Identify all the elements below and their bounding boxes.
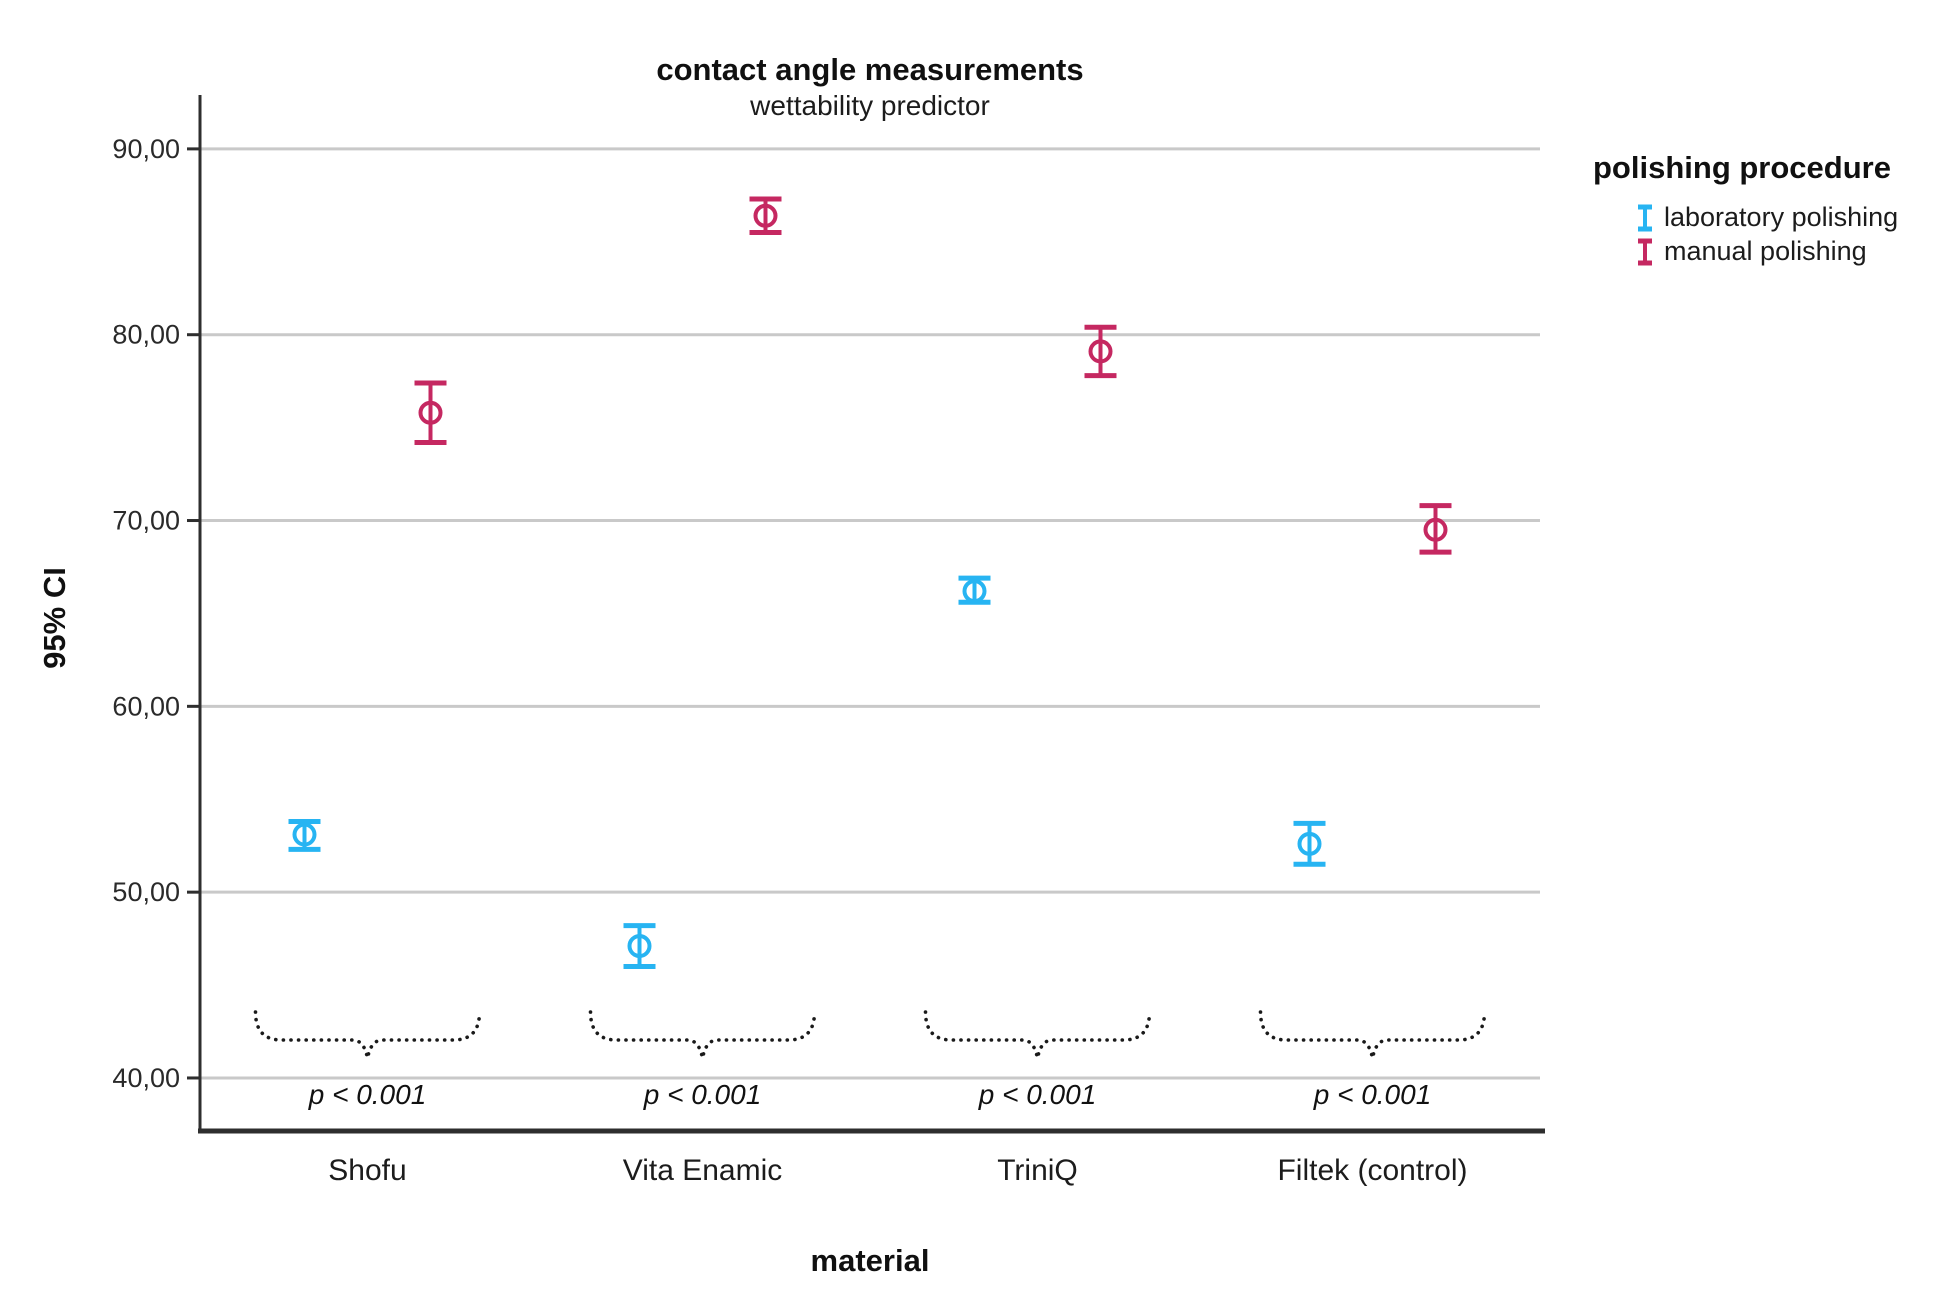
errorbar-icon <box>1638 238 1652 265</box>
p-value-label: p < 0.001 <box>308 1079 427 1110</box>
x-category-label: Shofu <box>328 1154 406 1187</box>
mean-marker <box>962 579 987 604</box>
p-value-label: p < 0.001 <box>643 1079 762 1110</box>
y-axis-title: 95% CI <box>37 567 72 669</box>
legend-item-laboratory-polishing: laboratory polishing <box>1637 202 1953 233</box>
legend-item-label: laboratory polishing <box>1664 202 1899 232</box>
mean-marker <box>418 400 443 425</box>
mean-marker <box>292 822 317 847</box>
y-tick-label: 50,00 <box>112 877 180 907</box>
chart-subtitle: wettability predictor <box>750 90 990 121</box>
legend: polishing procedure laboratory polishing… <box>1593 150 1953 270</box>
y-tick-label: 90,00 <box>112 134 180 164</box>
errorbar-icon <box>1638 204 1652 231</box>
significance-brace <box>1258 1010 1487 1059</box>
legend-item-label: manual polishing <box>1664 236 1867 266</box>
chart-title: contact angle measurements <box>656 52 1084 87</box>
x-category-label: TriniQ <box>997 1154 1078 1187</box>
significance-brace <box>588 1010 817 1059</box>
mean-marker <box>1423 517 1448 542</box>
significance-brace <box>253 1010 482 1059</box>
y-tick-label: 80,00 <box>112 320 180 350</box>
p-value-label: p < 0.001 <box>978 1079 1097 1110</box>
mean-marker <box>1297 831 1322 856</box>
significance-brace <box>923 1010 1152 1059</box>
x-axis-title: material <box>810 1243 930 1278</box>
y-tick-label: 60,00 <box>112 691 180 721</box>
x-category-label: Filtek (control) <box>1277 1154 1467 1187</box>
mean-marker <box>753 203 778 228</box>
legend-title: polishing procedure <box>1593 150 1891 185</box>
y-tick-label: 40,00 <box>112 1063 180 1093</box>
mean-marker <box>1088 339 1113 364</box>
y-tick-label: 70,00 <box>112 506 180 536</box>
p-value-label: p < 0.001 <box>1313 1079 1432 1110</box>
x-category-label: Vita Enamic <box>623 1154 783 1187</box>
mean-marker <box>627 934 652 959</box>
legend-item-manual-polishing: manual polishing <box>1637 236 1953 267</box>
